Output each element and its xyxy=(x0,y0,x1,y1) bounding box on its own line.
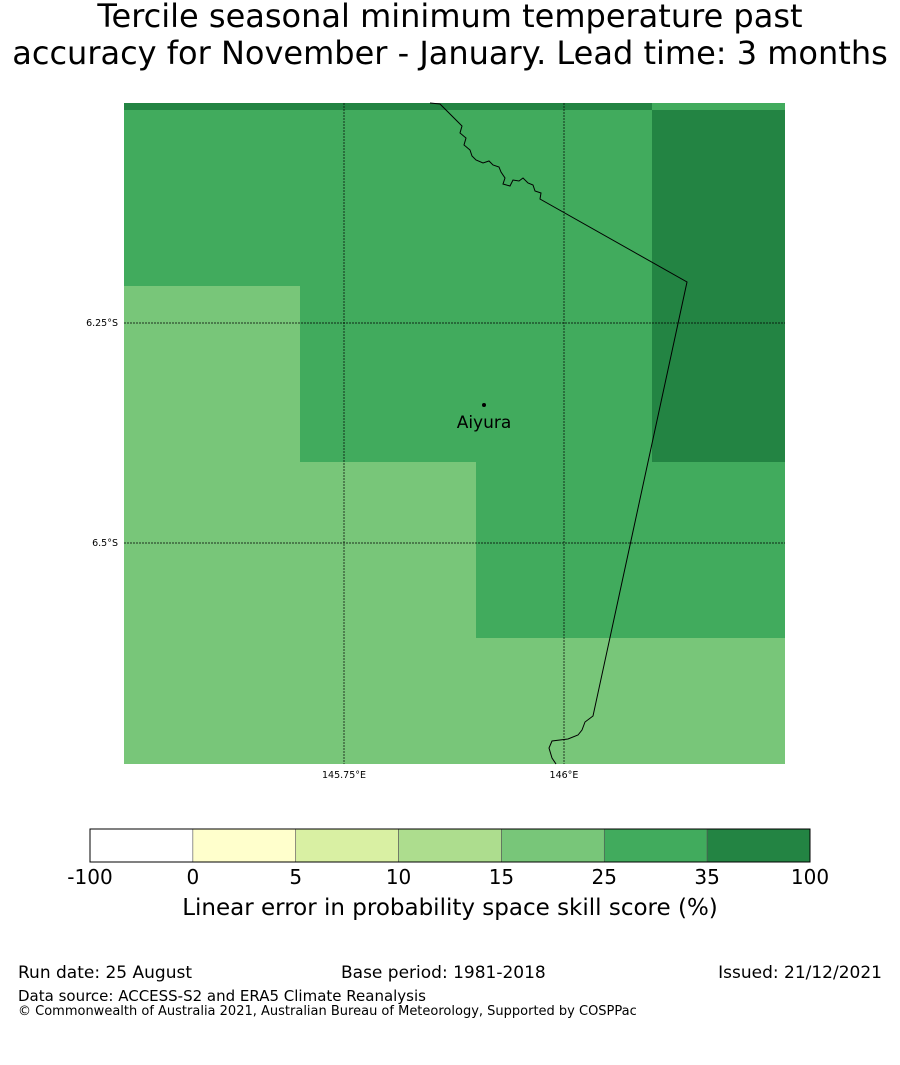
colorbar-segments xyxy=(89,828,811,863)
skill-cell xyxy=(300,286,652,462)
skill-cell xyxy=(476,462,785,638)
skill-cell xyxy=(652,286,785,462)
copyright: © Commonwealth of Australia 2021, Austra… xyxy=(18,1004,637,1019)
lat-label-6-5s: 6.5°S xyxy=(92,538,118,549)
colorbar-segment xyxy=(192,828,297,863)
map-title-line-2: accuracy for November - January. Lead ti… xyxy=(12,34,888,72)
skill-cell xyxy=(124,286,300,462)
colorbar-tick-label: 5 xyxy=(289,865,303,889)
graticule xyxy=(124,103,785,764)
colorbar-segment xyxy=(603,828,708,863)
map-canvas: Aiyura 6.25°S 6.5°S 145.75°E 146°E xyxy=(86,102,785,781)
issued-date: Issued: 21/12/2021 xyxy=(718,963,882,983)
colorbar-segment xyxy=(706,828,811,863)
colorbar-tick-label: 15 xyxy=(488,865,515,889)
run-date: Run date: 25 August xyxy=(18,963,192,983)
skill-cell xyxy=(652,103,785,110)
lon-label-146e: 146°E xyxy=(550,770,579,781)
colorbar-segment xyxy=(398,828,502,863)
skill-grid xyxy=(124,103,785,764)
colorbar-tick-label: 0 xyxy=(186,865,200,889)
colorbar-title: Linear error in probability space skill … xyxy=(182,895,718,921)
lon-label-145-75e: 145.75°E xyxy=(322,770,366,781)
colorbar-tick-label: 100 xyxy=(790,865,830,889)
lat-label-6-25s: 6.25°S xyxy=(86,318,118,329)
data-source: Data source: ACCESS-S2 and ERA5 Climate … xyxy=(18,987,426,1005)
base-period: Base period: 1981-2018 xyxy=(341,963,546,983)
colorbar-frame xyxy=(89,828,811,863)
map-title-line-1: Tercile seasonal minimum temperature pas… xyxy=(97,0,803,35)
skill-cell xyxy=(124,462,476,638)
colorbar-tick-label: 25 xyxy=(591,865,618,889)
skill-cell xyxy=(124,638,785,764)
aiyura-marker xyxy=(482,403,486,407)
skill-cell xyxy=(652,110,785,286)
colorbar-segment xyxy=(501,828,605,863)
colorbar-tick-label: 35 xyxy=(694,865,720,889)
aiyura-label: Aiyura xyxy=(457,413,512,433)
colorbar xyxy=(89,828,811,863)
skill-cell xyxy=(124,103,652,110)
colorbar-tick-label: 10 xyxy=(385,865,412,889)
colorbar-tick-label: -100 xyxy=(67,865,113,889)
colorbar-segment xyxy=(295,828,399,863)
border-line xyxy=(429,102,688,765)
colorbar-segment xyxy=(89,828,194,863)
